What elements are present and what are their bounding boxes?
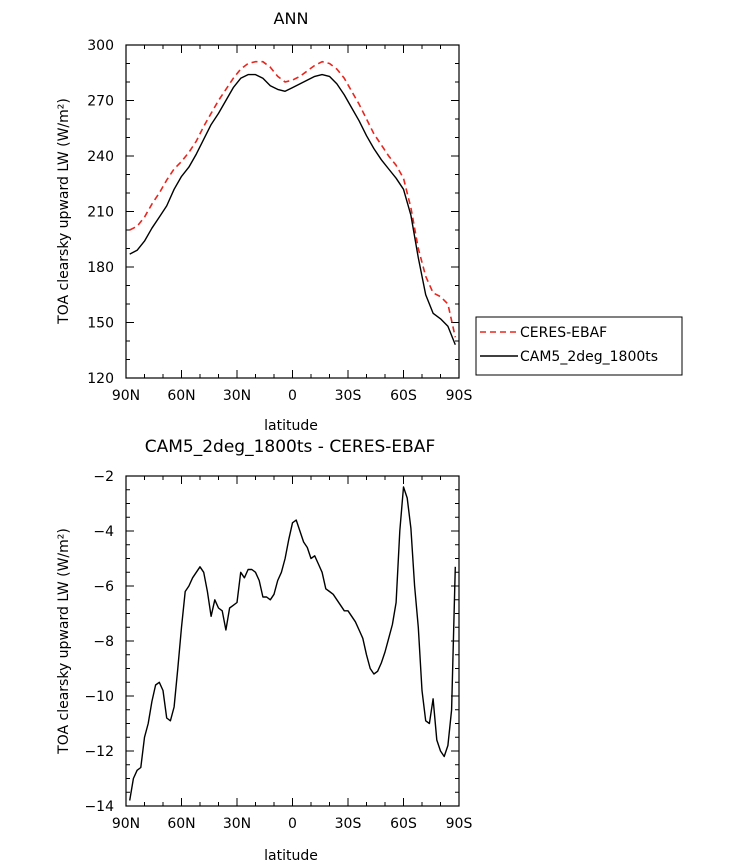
bottom-panel: CAM5_2deg_1800ts - CERES-EBAF 90N 60N 30N 0… xyxy=(56,437,472,864)
y-tick-label: 180 xyxy=(87,260,114,276)
top-chart-series xyxy=(129,60,457,345)
x-tick-label: 90N xyxy=(112,816,140,832)
series-line-0-1 xyxy=(129,73,456,345)
legend-box xyxy=(475,316,683,376)
y-tick-label: −6 xyxy=(93,579,114,595)
bottom-chart-title: CAM5_2deg_1800ts - CERES-EBAF xyxy=(145,437,435,457)
x-tick-label: 60N xyxy=(167,816,195,832)
y-tick-label: −8 xyxy=(93,634,114,650)
x-tick-label: 0 xyxy=(288,388,297,404)
top-chart-x-label: latitude xyxy=(264,418,318,434)
series-line-1-0 xyxy=(129,486,456,801)
y-tick-label: 150 xyxy=(87,316,114,332)
top-chart-y-label-text: TOA clearsky upward LW (W/m²) xyxy=(56,98,72,325)
top-chart-y-label: TOA clearsky upward LW (W/m²) xyxy=(56,98,72,325)
y-tick-label: −10 xyxy=(84,689,114,705)
plot-frame xyxy=(125,44,460,379)
y-tick-label: −14 xyxy=(84,799,114,815)
x-tick-label: 30S xyxy=(335,816,362,832)
x-tick-label: 60S xyxy=(390,388,417,404)
top-chart-axes: 90N 60N 30N 0 30S 60S 90S 120 150 180 210 240 270 300 xyxy=(87,38,472,404)
x-tick-label: 0 xyxy=(288,816,297,832)
bottom-chart-x-label: latitude xyxy=(264,848,318,864)
y-tick-label: 210 xyxy=(87,205,114,221)
y-tick-label: 270 xyxy=(87,94,114,110)
y-tick-label: −4 xyxy=(93,524,114,540)
y-tick-label: 120 xyxy=(87,371,114,387)
legend-label-cam5: CAM5_2deg_1800ts xyxy=(520,349,658,365)
bottom-chart-series xyxy=(129,486,456,801)
series-line-0-0 xyxy=(129,60,457,338)
bottom-chart-axes: 90N 60N 30N 0 30S 60S 90S −14 −12 −10 −8 −6 −4 −2 xyxy=(84,469,472,832)
x-tick-label: 90S xyxy=(446,388,473,404)
y-tick-label: 300 xyxy=(87,38,114,54)
x-tick-label: 60S xyxy=(390,816,417,832)
x-tick-label: 90S xyxy=(446,816,473,832)
top-chart-title: ANN xyxy=(274,9,309,28)
x-tick-label: 30S xyxy=(335,388,362,404)
legend-label-ceres-ebaf: CERES-EBAF xyxy=(520,325,607,341)
bottom-chart-y-label-text: TOA clearsky upward LW (W/m²) xyxy=(56,528,72,755)
y-tick-label: −2 xyxy=(93,469,114,485)
x-tick-label: 30N xyxy=(223,816,251,832)
y-tick-label: 240 xyxy=(87,149,114,165)
top-panel: ANN 90N 60N 30N 0 30S 60S 90S 120 150 180 210 240 27… xyxy=(56,9,472,434)
x-tick-label: 30N xyxy=(223,388,251,404)
y-tick-label: −12 xyxy=(84,744,114,760)
legend: CERES-EBAF CAM5_2deg_1800ts xyxy=(475,316,683,376)
bottom-chart-y-label: TOA clearsky upward LW (W/m²) xyxy=(56,528,72,755)
x-tick-label: 90N xyxy=(112,388,140,404)
x-tick-label: 60N xyxy=(167,388,195,404)
